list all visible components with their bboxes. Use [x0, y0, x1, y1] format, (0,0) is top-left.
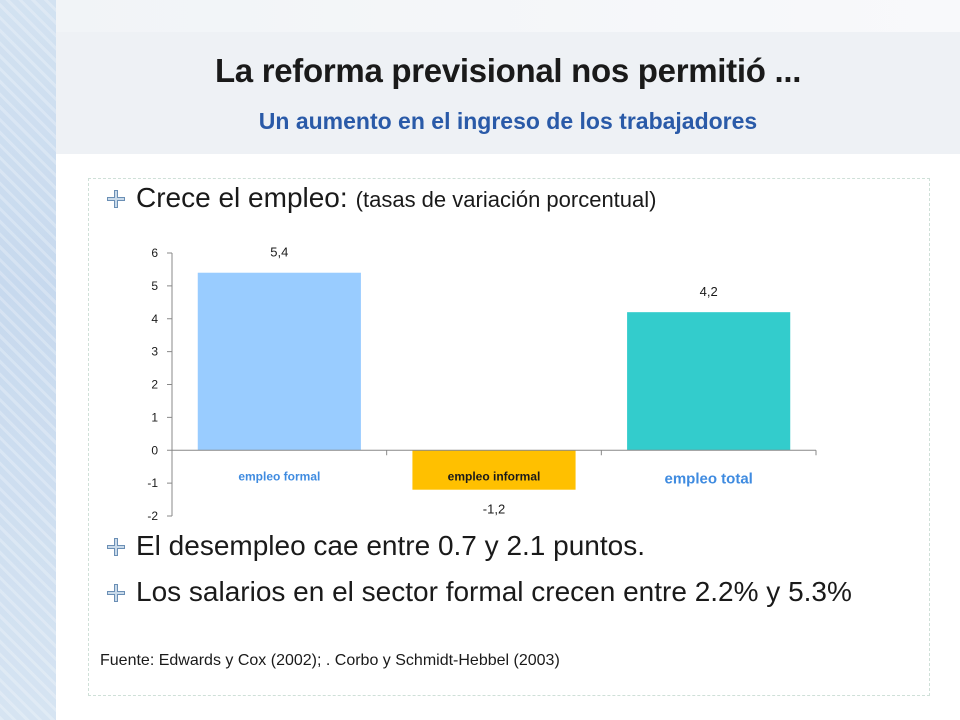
- y-tick-label: 1: [151, 410, 158, 424]
- bar: [412, 450, 576, 490]
- content-frame: [88, 178, 930, 696]
- bar: [197, 272, 361, 451]
- bullet-wages-text: Los salarios en el sector formal crecen …: [136, 576, 852, 607]
- data-label: -1,2: [483, 502, 505, 517]
- bullet-icon: [107, 584, 125, 602]
- data-label: 5,4: [270, 245, 288, 260]
- y-tick-label: 6: [151, 246, 158, 260]
- bullet-icon: [107, 190, 125, 208]
- y-tick-label: 0: [151, 443, 158, 457]
- y-tick-label: 3: [151, 345, 158, 359]
- decorative-side-strip: [0, 0, 56, 720]
- bullet-employment-text: Crece el empleo:: [136, 182, 348, 213]
- bar: [627, 312, 791, 451]
- bullet-employment-note: (tasas de variación porcentual): [355, 187, 657, 212]
- category-label: empleo informal: [448, 469, 541, 483]
- category-label: empleo formal: [238, 469, 320, 483]
- bullet-employment: Crece el empleo: (tasas de variación por…: [106, 182, 656, 214]
- bullet-icon: [107, 538, 125, 556]
- y-tick-label: 5: [151, 279, 158, 293]
- slide-title: La reforma previsional nos permitió ...: [214, 52, 802, 89]
- top-band: [56, 0, 960, 32]
- data-label: 4,2: [700, 284, 718, 299]
- bullet-unemployment: El desempleo cae entre 0.7 y 2.1 puntos.: [106, 530, 645, 562]
- source-note: Fuente: Edwards y Cox (2002); . Corbo y …: [100, 652, 560, 669]
- slide-subtitle: Un aumento en el ingreso de los trabajad…: [258, 108, 758, 134]
- y-tick-label: -2: [147, 509, 158, 523]
- y-tick-label: 2: [151, 378, 158, 392]
- bullet-wages: Los salarios en el sector formal crecen …: [106, 576, 852, 608]
- y-tick-label: 4: [151, 312, 158, 326]
- y-tick-label: -1: [147, 476, 158, 490]
- title-band: [56, 32, 960, 154]
- bullet-unemployment-text: El desempleo cae entre 0.7 y 2.1 puntos.: [136, 530, 645, 561]
- category-label: empleo total: [664, 470, 752, 487]
